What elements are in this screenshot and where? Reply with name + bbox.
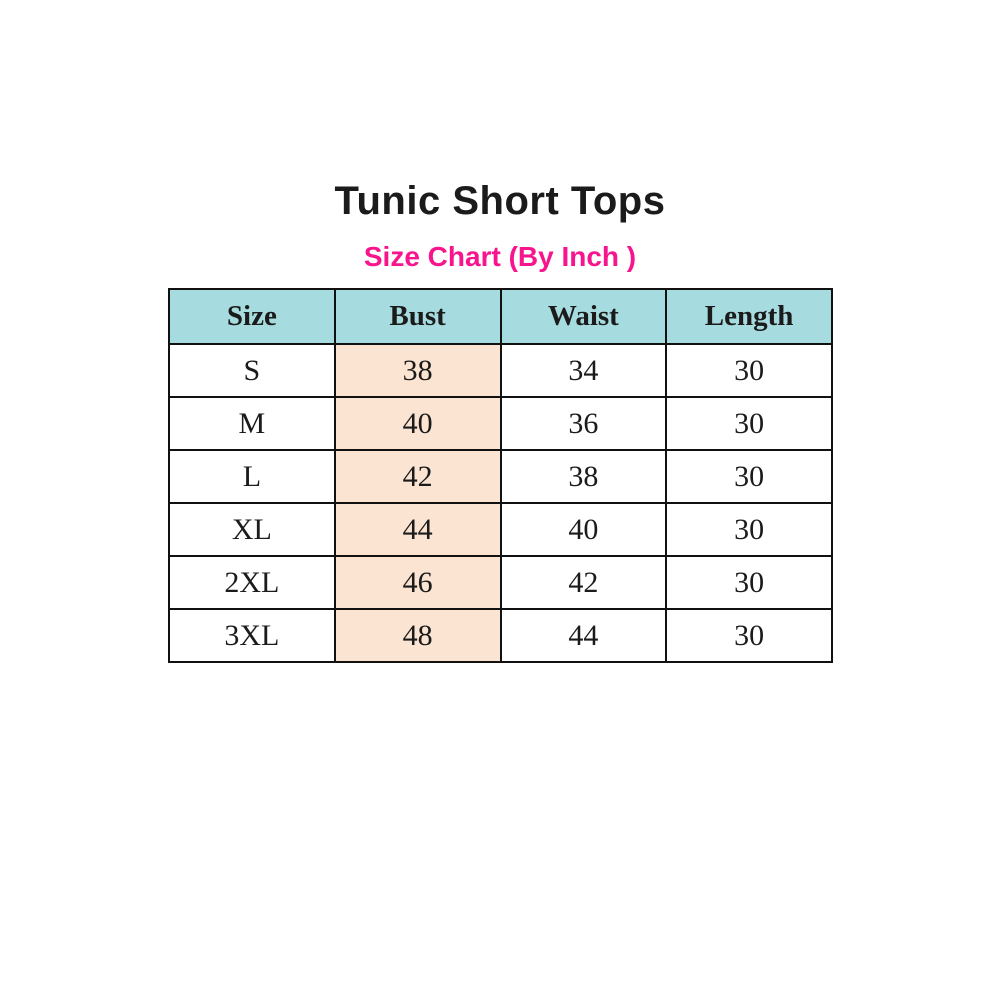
size-cell: 3XL [168, 608, 336, 663]
bust-cell: 42 [333, 449, 502, 504]
waist-cell: 38 [499, 449, 668, 504]
length-cell: 30 [665, 396, 833, 451]
bust-cell: 48 [333, 608, 502, 663]
column-header-waist: Waist [499, 288, 668, 345]
table-row-3xl: 3XL 48 44 30 [168, 608, 833, 663]
column-header-bust: Bust [333, 288, 502, 345]
table-row-m: M 40 36 30 [168, 396, 833, 451]
bust-cell: 38 [333, 343, 502, 398]
column-header-size: Size [168, 288, 336, 345]
table-row-2xl: 2XL 46 42 30 [168, 555, 833, 610]
length-cell: 30 [665, 502, 833, 557]
table-row-l: L 42 38 30 [168, 449, 833, 504]
waist-cell: 34 [499, 343, 668, 398]
size-cell: S [168, 343, 336, 398]
size-cell: XL [168, 502, 336, 557]
bust-cell: 40 [333, 396, 502, 451]
length-cell: 30 [665, 449, 833, 504]
size-cell: 2XL [168, 555, 336, 610]
bust-cell: 46 [333, 555, 502, 610]
waist-cell: 36 [499, 396, 668, 451]
length-cell: 30 [665, 343, 833, 398]
waist-cell: 40 [499, 502, 668, 557]
page-title: Tunic Short Tops [334, 179, 666, 223]
size-cell: L [168, 449, 336, 504]
waist-cell: 42 [499, 555, 668, 610]
column-header-length: Length [665, 288, 833, 345]
table-row-s: S 38 34 30 [168, 343, 833, 398]
header-row: Size Bust Waist Length [168, 288, 833, 345]
size-chart-subtitle: Size Chart (By Inch ) [363, 241, 637, 272]
length-cell: 30 [665, 555, 833, 610]
waist-cell: 44 [499, 608, 668, 663]
size-chart-table: Size Bust Waist Length S 38 34 30 M 40 3… [168, 288, 833, 663]
table-row-xl: XL 44 40 30 [168, 502, 833, 557]
length-cell: 30 [665, 608, 833, 663]
bust-cell: 44 [333, 502, 502, 557]
size-cell: M [168, 396, 336, 451]
